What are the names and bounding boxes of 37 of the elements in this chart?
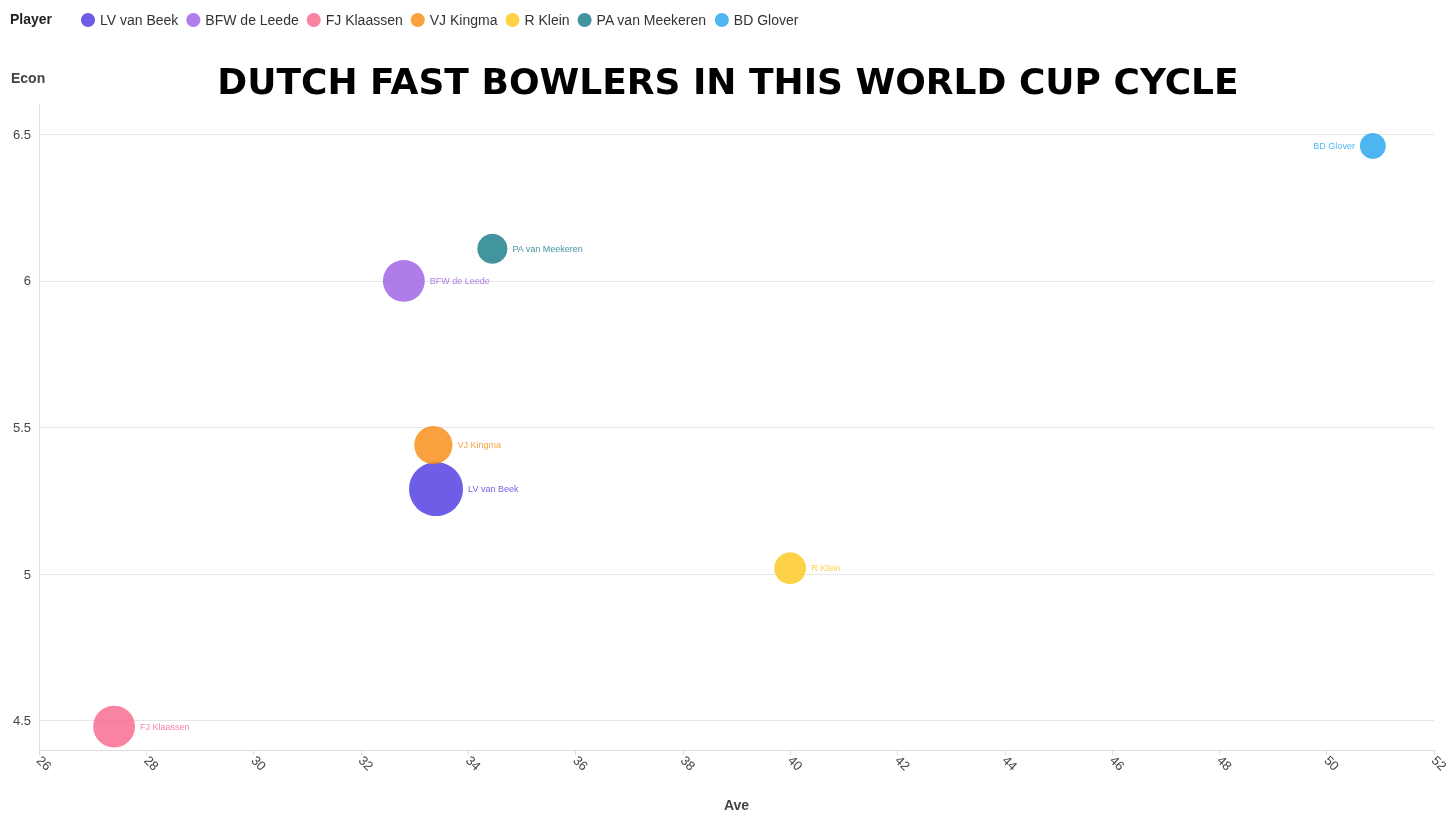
legend-label: LV van Beek bbox=[100, 12, 180, 28]
legend-label: FJ Klaassen bbox=[325, 12, 403, 28]
x-tick-label: 52 bbox=[1428, 752, 1450, 774]
legend-title: Player bbox=[10, 11, 53, 27]
legend-label: BFW de Leede bbox=[205, 12, 299, 28]
text: BD Glover bbox=[1313, 141, 1355, 152]
legend-label: BD Glover bbox=[733, 12, 799, 28]
x-tick-label: 46 bbox=[1106, 752, 1128, 774]
x-tick-label: 40 bbox=[784, 752, 806, 774]
x-tick-label: 28 bbox=[141, 752, 162, 774]
x-tick-label: 32 bbox=[355, 752, 377, 774]
x-tick-label: 38 bbox=[677, 752, 699, 774]
text: VJ Kingma bbox=[457, 440, 501, 451]
x-tick-label: 30 bbox=[248, 752, 270, 774]
y-tick-label: 4.5 bbox=[12, 713, 31, 729]
text: FJ Klaassen bbox=[140, 721, 190, 732]
y-tick-label: 5 bbox=[23, 566, 31, 582]
x-tick-label: 42 bbox=[892, 752, 913, 774]
x-axis-title: Ave bbox=[723, 797, 750, 813]
text: BFW de Leede bbox=[429, 275, 490, 286]
legend-label: PA van Meekeren bbox=[596, 12, 707, 28]
x-tick-label: 50 bbox=[1321, 752, 1343, 774]
text: R Klein bbox=[811, 563, 841, 574]
x-tick-label: 44 bbox=[999, 752, 1021, 774]
text: LV van Beek bbox=[468, 484, 519, 495]
chart-title: DUTCH FAST BOWLERS IN THIS WORLD CUP CYCLE bbox=[217, 60, 1239, 102]
y-tick-label: 6.5 bbox=[12, 126, 31, 142]
legend-label: R Klein bbox=[524, 12, 570, 28]
y-tick-label: 6 bbox=[23, 273, 31, 289]
y-tick-label: 5.5 bbox=[12, 420, 31, 435]
y-axis-title: Econ bbox=[11, 70, 46, 86]
legend-label: VJ Kingma bbox=[429, 12, 498, 28]
text: PA van Meekeren bbox=[512, 243, 583, 254]
x-tick-label: 36 bbox=[570, 752, 592, 774]
x-tick-label: 48 bbox=[1214, 752, 1235, 774]
x-tick-label: 34 bbox=[462, 752, 484, 774]
x-tick-label: 26 bbox=[33, 752, 55, 774]
